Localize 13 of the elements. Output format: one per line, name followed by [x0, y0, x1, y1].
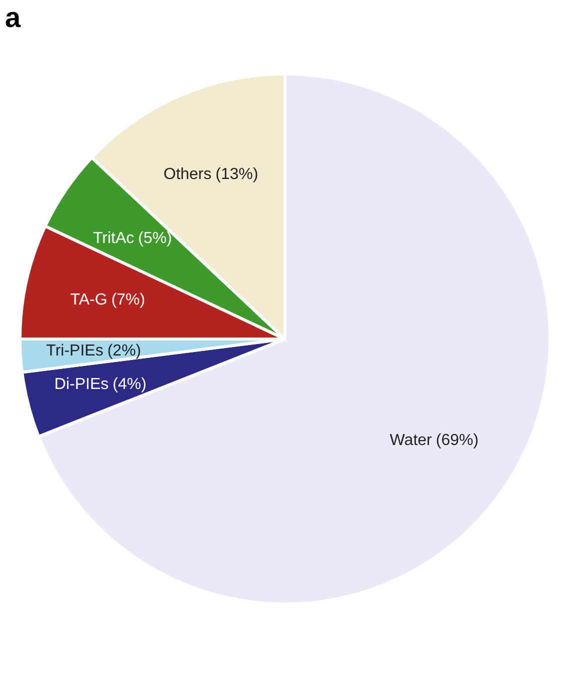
slice-label: Others: [164, 166, 212, 183]
slice-label: Water: [390, 432, 433, 450]
data-label: (5%): [138, 230, 172, 247]
chart-title: a: [5, 2, 21, 33]
data-label: (2%): [107, 342, 142, 360]
slice-label: Tri-PIEs: [46, 342, 104, 360]
data-label: (7%): [111, 292, 146, 309]
data-label: (4%): [112, 376, 146, 393]
data-label: (13%): [216, 166, 258, 183]
data-label: (69%): [436, 432, 479, 450]
slice-label: TA-G: [70, 292, 108, 309]
slice-label: TritAc: [92, 230, 134, 247]
slice-label: Di-PIEs: [54, 376, 109, 393]
